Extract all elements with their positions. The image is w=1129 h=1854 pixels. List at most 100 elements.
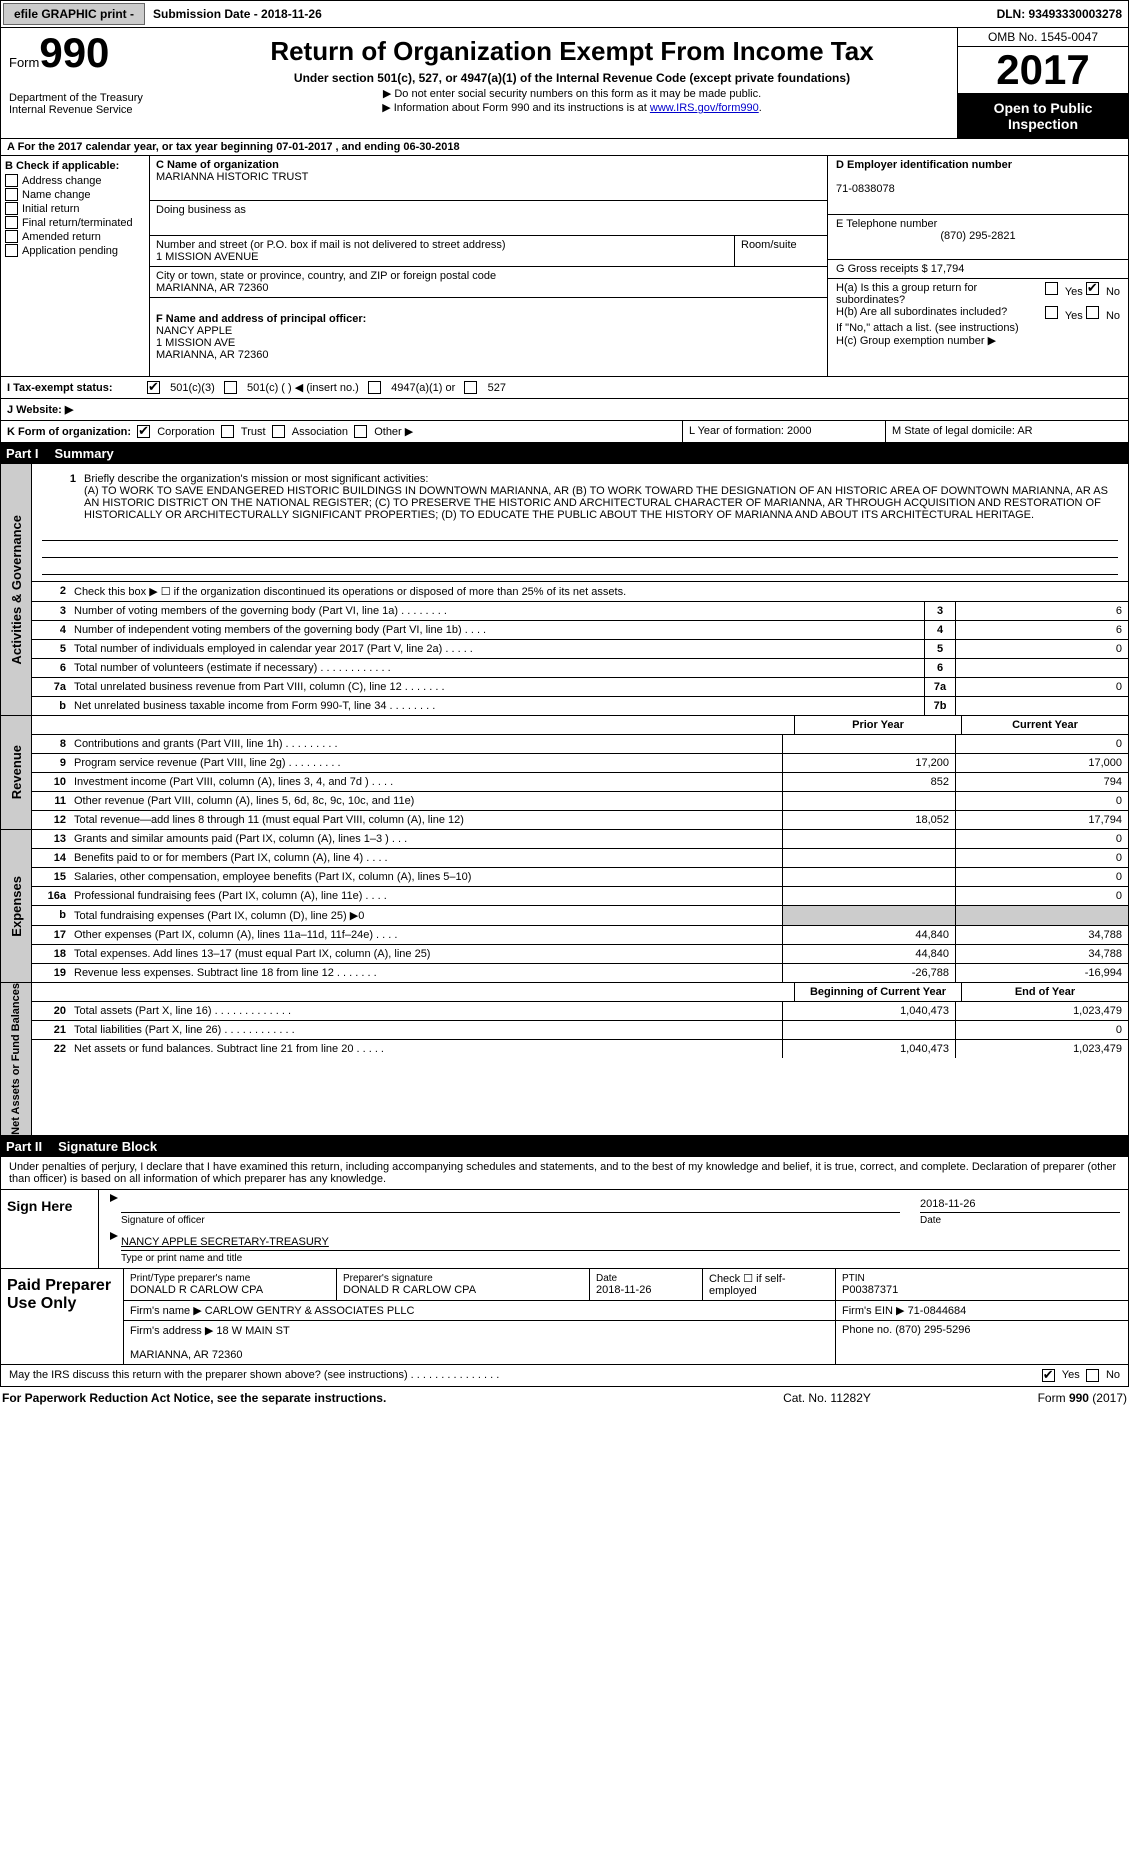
sig-date-label: Date: [920, 1215, 1120, 1226]
line-10-prior: 852: [782, 773, 955, 791]
line-10-curr: 794: [955, 773, 1128, 791]
top-bar: efile GRAPHIC print - Submission Date - …: [0, 0, 1129, 28]
org-name-label: C Name of organization: [156, 159, 279, 171]
line-7a-desc: Total unrelated business revenue from Pa…: [70, 678, 924, 696]
chk-527[interactable]: [464, 381, 477, 394]
street: 1 MISSION AVENUE: [156, 251, 259, 263]
firm-addr: 18 W MAIN ST: [216, 1325, 289, 1337]
line-22-curr: 1,023,479: [955, 1040, 1128, 1058]
hb-note: If "No," attach a list. (see instruction…: [836, 322, 1120, 334]
prep-selfemp: Check ☐ if self-employed: [709, 1273, 786, 1297]
line-15-curr: 0: [955, 868, 1128, 886]
chk-other[interactable]: [354, 425, 367, 438]
efile-print-button[interactable]: efile GRAPHIC print -: [3, 3, 145, 25]
dba-label: Doing business as: [150, 201, 827, 236]
line-15-desc: Salaries, other compensation, employee b…: [70, 868, 782, 886]
line-a: A For the 2017 calendar year, or tax yea…: [0, 139, 1129, 156]
gov-tab: Activities & Governance: [9, 515, 24, 665]
line-14-desc: Benefits paid to or for members (Part IX…: [70, 849, 782, 867]
prior-year-hdr: Prior Year: [794, 716, 961, 734]
line-18-desc: Total expenses. Add lines 13–17 (must eq…: [70, 945, 782, 963]
chk-final[interactable]: [5, 216, 18, 229]
line-3-val: 6: [955, 602, 1128, 620]
chk-pending[interactable]: [5, 244, 18, 257]
chk-address[interactable]: [5, 174, 18, 187]
line-18-curr: 34,788: [955, 945, 1128, 963]
subtitle-1: Under section 501(c), 527, or 4947(a)(1)…: [193, 71, 951, 85]
form-ref: Form 990 (2017): [927, 1391, 1127, 1405]
open-inspection: Open to PublicInspection: [958, 94, 1128, 138]
row-j: J Website: ▶: [0, 399, 1129, 421]
chk-501c3[interactable]: [147, 381, 160, 394]
mission-text: (A) TO WORK TO SAVE ENDANGERED HISTORIC …: [84, 485, 1108, 521]
line-10-desc: Investment income (Part VIII, column (A)…: [70, 773, 782, 791]
rev-tab: Revenue: [9, 745, 24, 799]
tel-label: E Telephone number: [836, 218, 937, 230]
preparer-block: Paid Preparer Use Only Print/Type prepar…: [0, 1269, 1129, 1365]
line-16a-desc: Professional fundraising fees (Part IX, …: [70, 887, 782, 905]
line-4-box: 4: [924, 621, 955, 639]
line-8-desc: Contributions and grants (Part VIII, lin…: [70, 735, 782, 753]
state-domicile: M State of legal domicile: AR: [885, 421, 1128, 442]
begin-year-hdr: Beginning of Current Year: [794, 983, 961, 1001]
line-12-desc: Total revenue—add lines 8 through 11 (mu…: [70, 811, 782, 829]
line-4-desc: Number of independent voting members of …: [70, 621, 924, 639]
chk-4947[interactable]: [368, 381, 381, 394]
line-5-desc: Total number of individuals employed in …: [70, 640, 924, 658]
chk-name[interactable]: [5, 188, 18, 201]
box-b: B Check if applicable: Address change Na…: [1, 156, 150, 376]
hb-yes[interactable]: [1045, 306, 1058, 319]
cat-no: Cat. No. 11282Y: [727, 1391, 927, 1405]
row-i: I Tax-exempt status: 501(c)(3) 501(c) ( …: [0, 377, 1129, 399]
hb-no[interactable]: [1086, 306, 1099, 319]
line-b-curr: [955, 906, 1128, 925]
part1-header: Part ISummary: [0, 443, 1129, 464]
firm-name: CARLOW GENTRY & ASSOCIATES PLLC: [205, 1305, 415, 1317]
paperwork-notice: For Paperwork Reduction Act Notice, see …: [2, 1391, 727, 1405]
form-title: Return of Organization Exempt From Incom…: [193, 36, 951, 67]
chk-trust[interactable]: [221, 425, 234, 438]
line-13-prior: [782, 830, 955, 848]
net-tab: Net Assets or Fund Balances: [10, 983, 22, 1135]
line-15-prior: [782, 868, 955, 886]
line-19-curr: -16,994: [955, 964, 1128, 982]
line-20-curr: 1,023,479: [955, 1002, 1128, 1020]
line-20-desc: Total assets (Part X, line 16) . . . . .…: [70, 1002, 782, 1020]
prep-ptin: P00387371: [842, 1284, 898, 1296]
irs-link[interactable]: www.IRS.gov/form990: [650, 102, 759, 114]
tax-year: 2017: [958, 47, 1128, 94]
ha-no[interactable]: [1086, 282, 1099, 295]
submission-date: Submission Date - 2018-11-26: [147, 7, 328, 21]
street-label: Number and street (or P.O. box if mail i…: [156, 239, 506, 251]
netassets-section: Net Assets or Fund Balances Beginning of…: [0, 983, 1129, 1136]
line-19-desc: Revenue less expenses. Subtract line 18 …: [70, 964, 782, 982]
chk-501c[interactable]: [224, 381, 237, 394]
sign-block: Sign Here 2018-11-26 Signature of office…: [0, 1190, 1129, 1269]
discuss-yes[interactable]: [1042, 1369, 1055, 1382]
discuss-no[interactable]: [1086, 1369, 1099, 1382]
gross-receipts: G Gross receipts $ 17,794: [828, 260, 1128, 279]
chk-assoc[interactable]: [272, 425, 285, 438]
org-name: MARIANNA HISTORIC TRUST: [156, 171, 308, 183]
chk-corp[interactable]: [137, 425, 150, 438]
chk-amended[interactable]: [5, 230, 18, 243]
line-14-curr: 0: [955, 849, 1128, 867]
prep-sig: DONALD R CARLOW CPA: [343, 1284, 476, 1296]
line-19-prior: -26,788: [782, 964, 955, 982]
line2: Check this box ▶ ☐ if the organization d…: [70, 582, 1128, 601]
form-number: 990: [39, 29, 109, 76]
prep-name: DONALD R CARLOW CPA: [130, 1284, 263, 1296]
expenses-section: Expenses 13Grants and similar amounts pa…: [0, 830, 1129, 983]
revenue-section: Revenue Prior YearCurrent Year 8Contribu…: [0, 716, 1129, 830]
chk-initial[interactable]: [5, 202, 18, 215]
box-c: C Name of organization MARIANNA HISTORIC…: [150, 156, 827, 376]
mission-label: Briefly describe the organization's miss…: [84, 473, 428, 485]
firm-city: MARIANNA, AR 72360: [130, 1349, 243, 1361]
ha-label: H(a) Is this a group return for subordin…: [836, 282, 1045, 306]
officer-label: F Name and address of principal officer:: [156, 313, 366, 325]
subtitle-3: ▶ Information about Form 990 and its ins…: [193, 101, 951, 114]
line-8-curr: 0: [955, 735, 1128, 753]
line-9-prior: 17,200: [782, 754, 955, 772]
ha-yes[interactable]: [1045, 282, 1058, 295]
line-b-val: [955, 697, 1128, 715]
